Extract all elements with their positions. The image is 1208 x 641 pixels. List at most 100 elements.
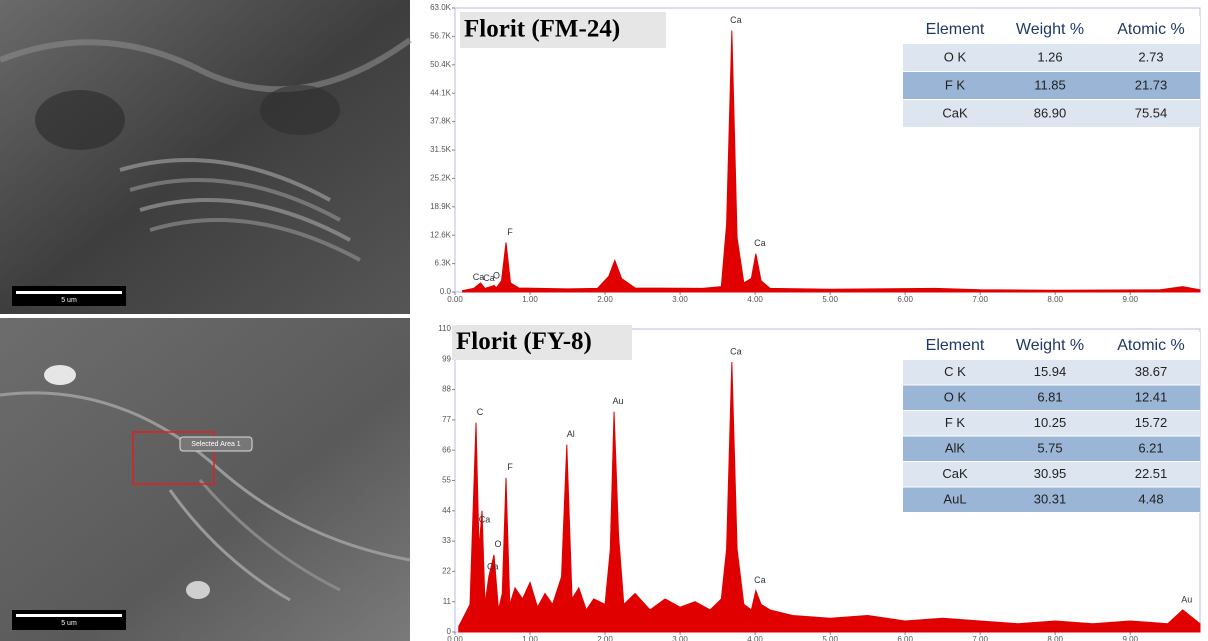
- table-cell: 11.85: [1034, 77, 1066, 92]
- y-tick-label: 22: [442, 567, 451, 576]
- table-cell: 4.48: [1138, 492, 1163, 507]
- peak-label: Ca: [487, 561, 499, 571]
- peak-label: C: [477, 407, 484, 417]
- scale-label: 5 um: [61, 620, 77, 627]
- peak-label: Ca: [754, 238, 766, 248]
- y-tick-label: 37.8K: [430, 117, 452, 126]
- peak-label: Ca: [730, 346, 742, 356]
- x-tick-label: 4.00: [747, 295, 763, 304]
- table-cell: 75.54: [1135, 105, 1168, 120]
- table-header: Weight %: [1016, 337, 1084, 354]
- y-tick-label: 56.7K: [430, 32, 452, 41]
- y-tick-label: 33: [442, 536, 451, 545]
- peak-label: Al: [567, 429, 575, 439]
- table-cell: 5.75: [1037, 441, 1062, 456]
- table-row: [903, 360, 1200, 385]
- y-tick-label: 0.0: [440, 287, 452, 296]
- x-tick-label: 5.00: [822, 295, 838, 304]
- y-tick-label: 31.5K: [430, 145, 452, 154]
- title-box: [452, 325, 632, 360]
- x-tick-label: 1.00: [522, 295, 538, 304]
- title-box: [460, 12, 666, 48]
- y-tick-label: 44: [442, 506, 451, 515]
- x-tick-label: 1.00: [522, 635, 538, 641]
- table-cell: 1.26: [1037, 49, 1062, 64]
- y-tick-label: 18.9K: [430, 202, 452, 211]
- peak-label: Ca: [483, 273, 495, 283]
- selection-label: Selected Area 1: [191, 441, 241, 448]
- table-cell: 6.21: [1138, 441, 1163, 456]
- x-tick-label: 3.00: [672, 635, 688, 641]
- table-header: Weight %: [1016, 21, 1084, 38]
- table-cell: AuL: [943, 492, 966, 507]
- y-tick-label: 55: [442, 476, 451, 485]
- y-tick-label: 99: [442, 354, 451, 363]
- table-cell: 12.41: [1135, 390, 1168, 405]
- y-tick-label: 110: [438, 324, 451, 333]
- table-cell: 10.25: [1034, 415, 1067, 430]
- x-tick-label: 4.00: [747, 635, 763, 641]
- table-cell: F K: [945, 415, 966, 430]
- sem-image-top: 5 um: [0, 0, 412, 314]
- peak-label: Au: [613, 396, 624, 406]
- table-cell: 38.67: [1135, 364, 1168, 379]
- x-tick-label: 6.00: [897, 635, 913, 641]
- chart-title: Florit (FM-24): [464, 16, 620, 43]
- x-tick-label: 8.00: [1047, 635, 1063, 641]
- table-header: Element: [926, 21, 985, 38]
- y-tick-label: 88: [442, 385, 451, 394]
- table-cell: C K: [944, 364, 966, 379]
- x-tick-label: 9.00: [1122, 295, 1138, 304]
- x-tick-label: 2.00: [597, 295, 613, 304]
- table-cell: 2.73: [1138, 49, 1163, 64]
- x-tick-label: 9.00: [1122, 635, 1138, 641]
- table-cell: F K: [945, 77, 966, 92]
- table-cell: 86.90: [1034, 105, 1067, 120]
- table-row: [903, 462, 1200, 487]
- x-tick-label: 5.00: [822, 635, 838, 641]
- table-cell: CaK: [942, 466, 968, 481]
- y-tick-label: 50.4K: [430, 60, 452, 69]
- table-cell: CaK: [942, 105, 968, 120]
- y-tick-label: 77: [442, 415, 451, 424]
- x-tick-label: 0.00: [447, 295, 463, 304]
- table-cell: 6.81: [1037, 390, 1062, 405]
- table-row: [903, 100, 1200, 127]
- table-header: Atomic %: [1117, 337, 1185, 354]
- y-tick-label: 11: [443, 597, 452, 606]
- table-row: [903, 385, 1200, 410]
- spectrum: [462, 30, 1201, 293]
- table-cell: 15.72: [1135, 415, 1168, 430]
- y-tick-label: 25.2K: [430, 174, 452, 183]
- x-tick-label: 3.00: [672, 295, 688, 304]
- peak-label: O: [493, 271, 500, 281]
- y-tick-label: 63.0K: [430, 3, 452, 12]
- sem-image-bottom: Selected Area 1 5 um: [0, 318, 411, 641]
- table-header: Atomic %: [1117, 21, 1185, 38]
- table-cell: 15.94: [1034, 364, 1067, 379]
- table-row: [903, 436, 1200, 461]
- table-row: [903, 44, 1200, 71]
- scale-label: 5 um: [61, 297, 77, 304]
- peak-label: O: [495, 539, 502, 549]
- x-tick-label: 8.00: [1047, 295, 1063, 304]
- x-tick-label: 0.00: [447, 635, 463, 641]
- table-cell: AlK: [945, 441, 966, 456]
- peak-label: F: [507, 227, 513, 237]
- chart-title: Florit (FY-8): [456, 328, 592, 355]
- peak-label: F: [507, 462, 513, 472]
- peak-label: Ca: [754, 575, 766, 585]
- y-tick-label: 44.1K: [430, 88, 452, 97]
- y-tick-label: 66: [442, 445, 451, 454]
- y-tick-label: 12.6K: [430, 230, 452, 239]
- x-tick-label: 6.00: [897, 295, 913, 304]
- spectrum: [458, 362, 1201, 633]
- table-header: Element: [926, 337, 985, 354]
- x-tick-label: 7.00: [972, 295, 988, 304]
- table-cell: 30.95: [1034, 466, 1067, 481]
- table-row: [903, 72, 1200, 99]
- peak-label: Ca: [730, 15, 742, 25]
- table-row: [903, 487, 1200, 512]
- peak-label: Au: [1181, 594, 1192, 604]
